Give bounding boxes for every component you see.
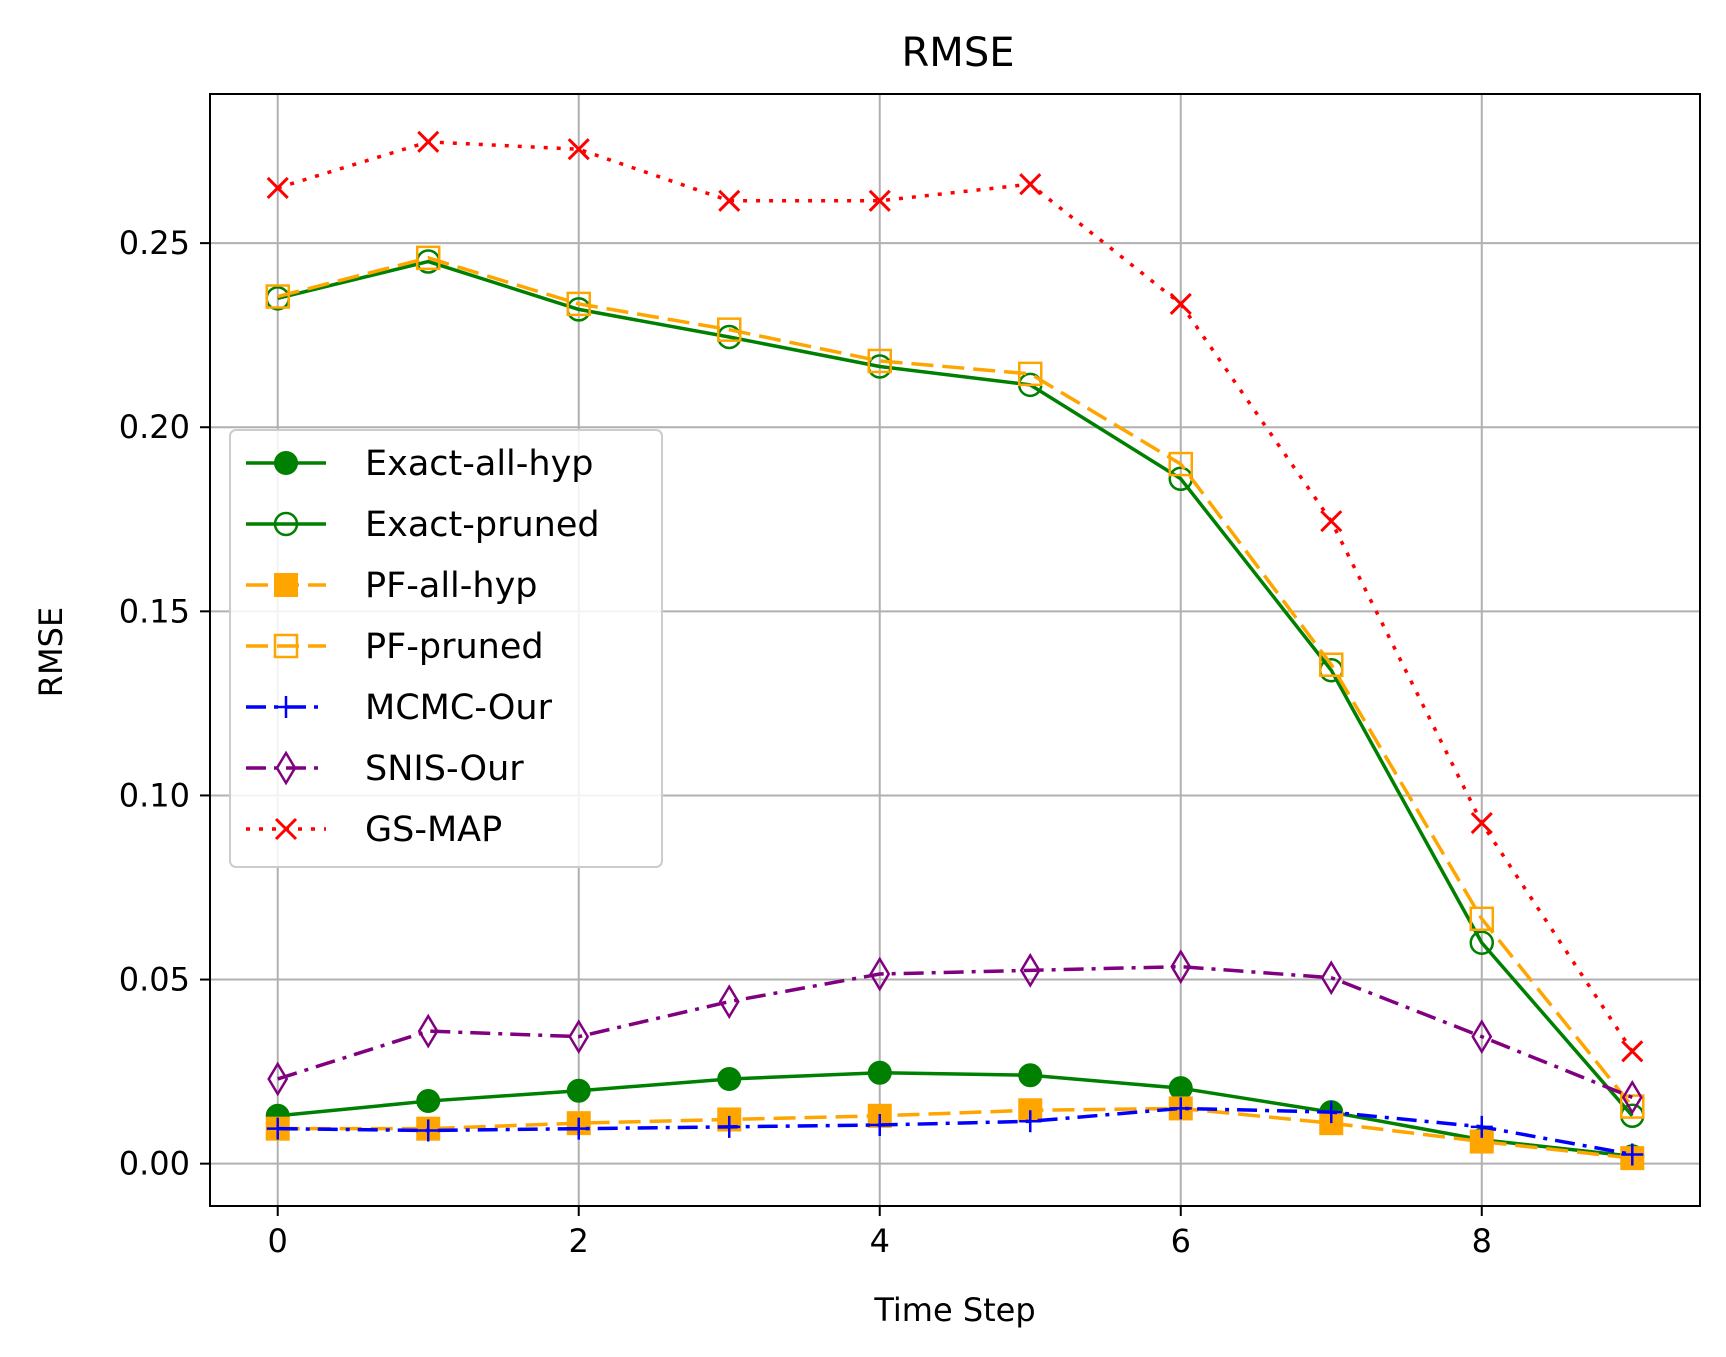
x-tick-label: 4: [870, 1222, 890, 1260]
data-point-snis-our: [869, 956, 891, 992]
y-tick-label: 0.05: [119, 961, 190, 999]
legend-label-snis-our: SNIS-Our: [365, 749, 524, 789]
legend-item-pf-all-hyp: PF-all-hyp: [246, 566, 538, 606]
data-point-pf-pruned: [716, 317, 742, 342]
legend-marker-mcmc-our: [275, 696, 297, 718]
data-point-exact-all-hyp: [566, 1078, 591, 1103]
data-point-pf-pruned: [1469, 906, 1495, 932]
data-point-exact-all-hyp: [717, 1066, 742, 1091]
data-point-mcmc-our: [1470, 1115, 1493, 1138]
data-point-mcmc-our: [1019, 1110, 1042, 1133]
data-point-gs-map: [1019, 173, 1042, 196]
data-point-gs-map: [417, 130, 440, 153]
data-point-pf-pruned: [1319, 652, 1344, 677]
x-axis-label: Time Step: [873, 1291, 1035, 1329]
data-point-pf-pruned: [265, 284, 290, 309]
data-point-snis-our: [568, 1019, 590, 1055]
legend-label-mcmc-our: MCMC-Our: [365, 688, 553, 728]
data-point-mcmc-our: [1621, 1143, 1644, 1166]
data-point-mcmc-our: [868, 1113, 891, 1136]
data-point-snis-our: [1019, 952, 1041, 988]
data-point-exact-all-hyp: [867, 1060, 892, 1085]
series-line-gs-map: [277, 140, 1634, 1053]
legend-item-exact-pruned: Exact-pruned: [246, 505, 600, 545]
x-tick-label: 0: [268, 1222, 288, 1260]
y-tick-label: 0.25: [119, 224, 190, 262]
data-point-gs-map: [868, 189, 891, 212]
legend-label-exact-all-hyp: Exact-all-hyp: [365, 444, 594, 484]
series-snis-our: [267, 949, 1643, 1115]
data-point-gs-map: [1621, 1040, 1644, 1063]
data-point-mcmc-our: [417, 1119, 440, 1142]
data-point-snis-our: [417, 1013, 439, 1049]
data-point-gs-map: [718, 189, 741, 212]
legend-marker-pf-all-hyp: [274, 573, 298, 597]
data-point-gs-map: [1320, 510, 1343, 533]
x-tick-label: 8: [1472, 1222, 1492, 1260]
legend-marker-exact-pruned: [273, 511, 299, 537]
y-tick-label: 0.15: [119, 592, 190, 630]
data-point-pf-pruned: [1018, 361, 1043, 387]
data-point-mcmc-our: [1169, 1097, 1192, 1120]
x-tick-label: 6: [1171, 1222, 1191, 1260]
data-point-mcmc-our: [1320, 1101, 1343, 1124]
data-point-gs-map: [1470, 811, 1493, 835]
data-point-mcmc-our: [718, 1115, 741, 1138]
data-point-snis-our: [1621, 1079, 1643, 1115]
legend-item-pf-pruned: PF-pruned: [246, 627, 544, 667]
legend-item-gs-map: GS-MAP: [246, 810, 502, 850]
data-point-snis-our: [1170, 949, 1192, 985]
y-tick-label: 0.20: [119, 408, 190, 446]
plot-frame: [209, 93, 1701, 1207]
data-point-mcmc-our: [567, 1117, 590, 1140]
data-point-snis-our: [267, 1061, 289, 1097]
axis-ticks: 0 2 4 6 8 0.00 0.05 0.10 0.15 0.20 0.25: [119, 224, 1492, 1260]
data-point-pf-pruned: [566, 291, 591, 317]
series-gs-map: [266, 130, 1644, 1063]
data-point-pf-pruned: [1168, 451, 1194, 477]
data-point-gs-map: [567, 138, 590, 161]
series-mcmc-our: [266, 1097, 1644, 1166]
legend-marker-exact-all-hyp: [274, 451, 298, 475]
data-point-snis-our: [1320, 960, 1342, 996]
data-point-exact-all-hyp: [416, 1089, 441, 1114]
y-tick-label: 0.10: [119, 776, 190, 814]
legend-item-snis-our: SNIS-Our: [246, 749, 524, 789]
legend-item-exact-all-hyp: Exact-all-hyp: [246, 444, 594, 484]
series-line-pf-all-hyp: [277, 1106, 1633, 1160]
series-pf-pruned: [265, 245, 1645, 1119]
data-point-pf-pruned: [415, 245, 441, 271]
legend: Exact-all-hyp Exact-pruned PF-all-hyp PF-pr…: [229, 429, 663, 868]
legend-item-mcmc-our: MCMC-Our: [246, 688, 553, 728]
x-tick-label: 2: [569, 1222, 589, 1260]
data-point-snis-our: [718, 984, 740, 1020]
data-point-pf-pruned: [867, 348, 892, 374]
data-point-gs-map: [266, 176, 289, 199]
data-point-snis-our: [1471, 1019, 1493, 1055]
legend-marker-snis-our: [275, 750, 297, 786]
legend-marker-pf-pruned: [273, 633, 299, 659]
data-point-exact-all-hyp: [1168, 1076, 1193, 1101]
series-line-mcmc-our: [277, 1106, 1633, 1157]
legend-label-pf-all-hyp: PF-all-hyp: [365, 566, 538, 606]
series-line-snis-our: [277, 964, 1633, 1100]
data-point-exact-pruned: [1469, 930, 1495, 955]
legend-box: [229, 429, 663, 868]
series-line-pf-pruned: [277, 256, 1634, 1108]
data-point-mcmc-our: [266, 1117, 289, 1140]
legend-label-exact-pruned: Exact-pruned: [365, 505, 600, 545]
series-line-exact-all-hyp: [277, 1070, 1633, 1159]
series-layer: [265, 130, 1645, 1171]
data-point-exact-all-hyp: [1018, 1063, 1043, 1088]
y-tick-label: 0.00: [119, 1145, 190, 1183]
legend-label-gs-map: GS-MAP: [365, 810, 502, 850]
legend-label-pf-pruned: PF-pruned: [365, 627, 544, 667]
data-point-gs-map: [1169, 292, 1192, 315]
series-line-exact-pruned: [277, 259, 1634, 1117]
y-axis-label: RMSE: [32, 607, 70, 697]
chart-title: RMSE: [902, 30, 1015, 76]
legend-marker-gs-map: [274, 817, 298, 841]
